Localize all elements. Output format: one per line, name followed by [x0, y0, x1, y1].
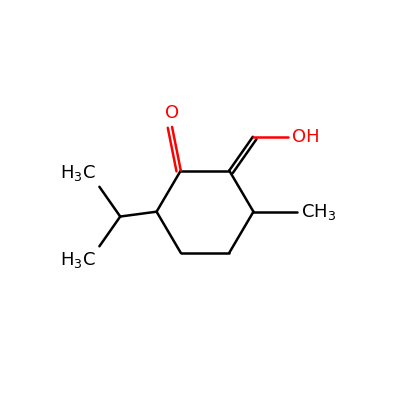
Text: OH: OH: [292, 128, 319, 146]
Text: CH$_3$: CH$_3$: [301, 202, 336, 222]
Text: H$_3$C: H$_3$C: [60, 163, 96, 183]
Text: O: O: [165, 104, 179, 122]
Text: H$_3$C: H$_3$C: [60, 250, 96, 270]
